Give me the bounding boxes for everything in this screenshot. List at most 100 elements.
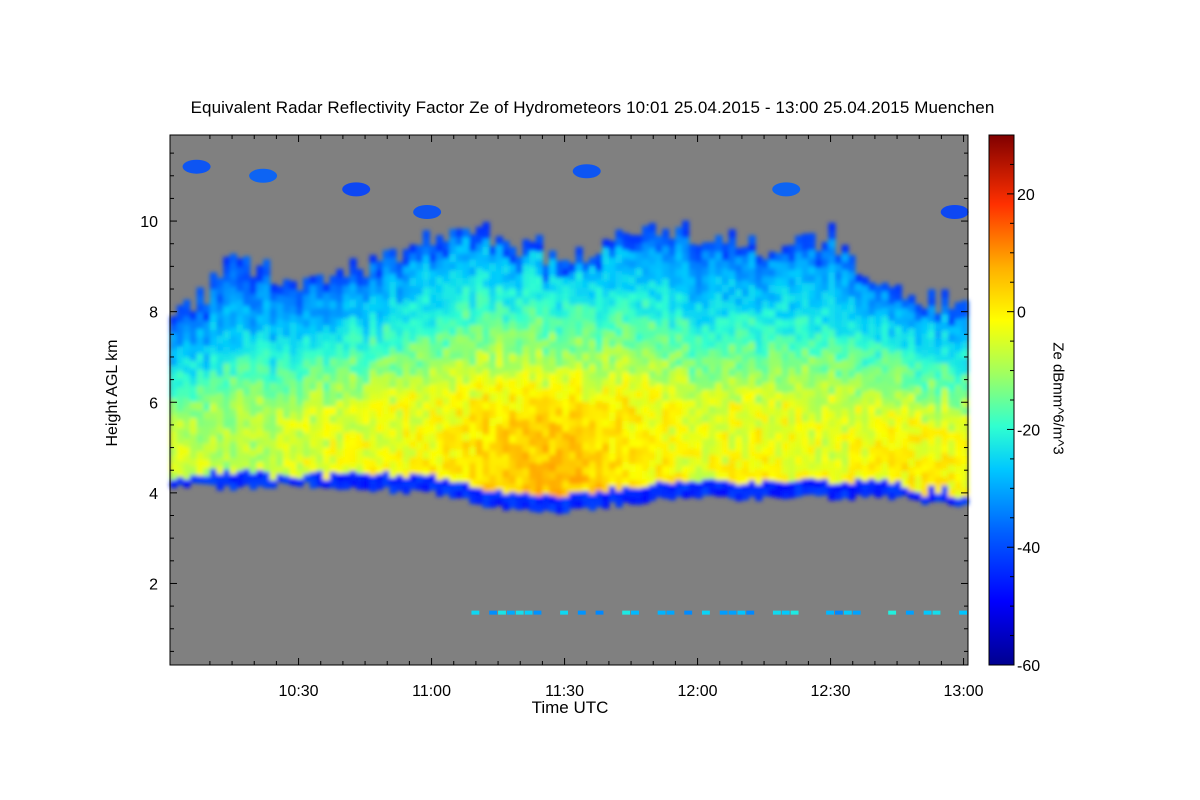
reflectivity-cell	[455, 334, 464, 344]
reflectivity-cell	[549, 332, 557, 341]
reflectivity-cell	[549, 470, 557, 480]
reflectivity-cell	[216, 408, 224, 418]
reflectivity-cell	[894, 390, 903, 400]
reflectivity-cell	[941, 395, 949, 405]
reflectivity-cell	[648, 304, 656, 314]
reflectivity-cell	[243, 297, 251, 306]
reflectivity-cell	[323, 332, 331, 342]
reflectivity-cell	[702, 299, 710, 309]
reflectivity-cell	[602, 271, 610, 281]
reflectivity-cell	[741, 361, 750, 370]
reflectivity-cell	[648, 329, 656, 338]
reflectivity-cell	[721, 406, 730, 416]
reflectivity-cell	[369, 377, 377, 386]
reflectivity-cell	[881, 413, 889, 422]
reflectivity-cell	[276, 473, 284, 483]
reflectivity-cell	[555, 293, 563, 303]
reflectivity-cell	[668, 491, 676, 501]
reflectivity-cell	[263, 332, 271, 342]
reflectivity-cell	[748, 406, 756, 416]
reflectivity-cell	[462, 261, 470, 270]
reflectivity-cell	[901, 486, 909, 496]
reflectivity-cell	[688, 301, 696, 310]
reflectivity-cell	[549, 389, 557, 398]
reflectivity-cell	[841, 481, 849, 491]
reflectivity-cell	[429, 440, 437, 450]
reflectivity-cell	[795, 243, 803, 253]
reflectivity-cell	[642, 364, 650, 374]
reflectivity-cell	[662, 375, 670, 385]
reflectivity-cell	[868, 445, 876, 455]
reflectivity-cell	[422, 271, 430, 280]
reflectivity-cell	[489, 360, 497, 370]
reflectivity-cell	[941, 411, 949, 421]
reflectivity-cell	[775, 448, 783, 458]
reflectivity-cell	[402, 436, 410, 446]
low-layer-echo	[843, 610, 852, 615]
x-tick-label: 12:30	[811, 683, 851, 700]
reflectivity-cell	[589, 420, 597, 430]
reflectivity-cell	[735, 296, 743, 306]
reflectivity-cell	[323, 357, 331, 366]
reflectivity-cell	[575, 312, 583, 321]
reflectivity-cell	[183, 299, 191, 309]
reflectivity-cell	[309, 471, 317, 481]
reflectivity-cell	[555, 407, 563, 417]
reflectivity-cell	[329, 291, 337, 301]
reflectivity-cell	[276, 375, 284, 385]
reflectivity-cell	[449, 294, 457, 303]
reflectivity-cell	[495, 472, 504, 482]
reflectivity-cell	[721, 275, 730, 285]
reflectivity-cell	[821, 454, 829, 463]
reflectivity-cell	[781, 245, 789, 255]
reflectivity-cell	[189, 319, 198, 329]
reflectivity-cell	[569, 475, 577, 485]
reflectivity-cell	[941, 313, 949, 323]
reflectivity-cell	[396, 286, 404, 296]
reflectivity-cell	[316, 413, 324, 422]
reflectivity-cell	[356, 285, 364, 295]
reflectivity-cell	[495, 366, 504, 376]
reflectivity-cell	[562, 390, 570, 400]
reflectivity-cell	[402, 330, 410, 340]
reflectivity-cell	[695, 449, 703, 458]
reflectivity-cell	[369, 434, 377, 444]
reflectivity-cell	[449, 408, 457, 418]
reflectivity-cell	[429, 351, 437, 360]
reflectivity-cell	[569, 467, 577, 477]
reflectivity-cell	[741, 336, 750, 346]
reflectivity-cell	[442, 428, 450, 438]
reflectivity-cell	[329, 455, 337, 464]
reflectivity-cell	[356, 269, 364, 278]
reflectivity-cell	[628, 495, 637, 505]
reflectivity-cell	[622, 387, 630, 397]
reflectivity-cell	[695, 441, 703, 450]
reflectivity-cell	[848, 287, 856, 297]
reflectivity-cell	[914, 320, 922, 330]
reflectivity-cell	[229, 261, 238, 271]
reflectivity-cell	[721, 463, 730, 473]
reflectivity-cell	[748, 300, 756, 310]
reflectivity-cell	[582, 278, 590, 288]
reflectivity-cell	[522, 394, 530, 403]
reflectivity-cell	[482, 254, 490, 264]
reflectivity-cell	[243, 337, 251, 347]
reflectivity-cell	[741, 418, 750, 427]
reflectivity-cell	[236, 429, 244, 439]
reflectivity-cell	[203, 345, 211, 354]
reflectivity-cell	[575, 499, 583, 509]
reflectivity-cell	[549, 462, 557, 472]
reflectivity-cell	[768, 357, 776, 367]
reflectivity-cell	[515, 460, 524, 470]
reflectivity-cell	[761, 454, 770, 464]
reflectivity-cell	[775, 464, 783, 474]
reflectivity-cell	[429, 302, 437, 311]
reflectivity-cell	[602, 426, 610, 436]
reflectivity-cell	[595, 416, 603, 426]
reflectivity-cell	[622, 298, 630, 307]
reflectivity-cell	[449, 392, 457, 401]
reflectivity-cell	[223, 371, 231, 380]
reflectivity-cell	[442, 273, 450, 283]
reflectivity-cell	[589, 281, 597, 291]
reflectivity-cell	[462, 473, 470, 482]
